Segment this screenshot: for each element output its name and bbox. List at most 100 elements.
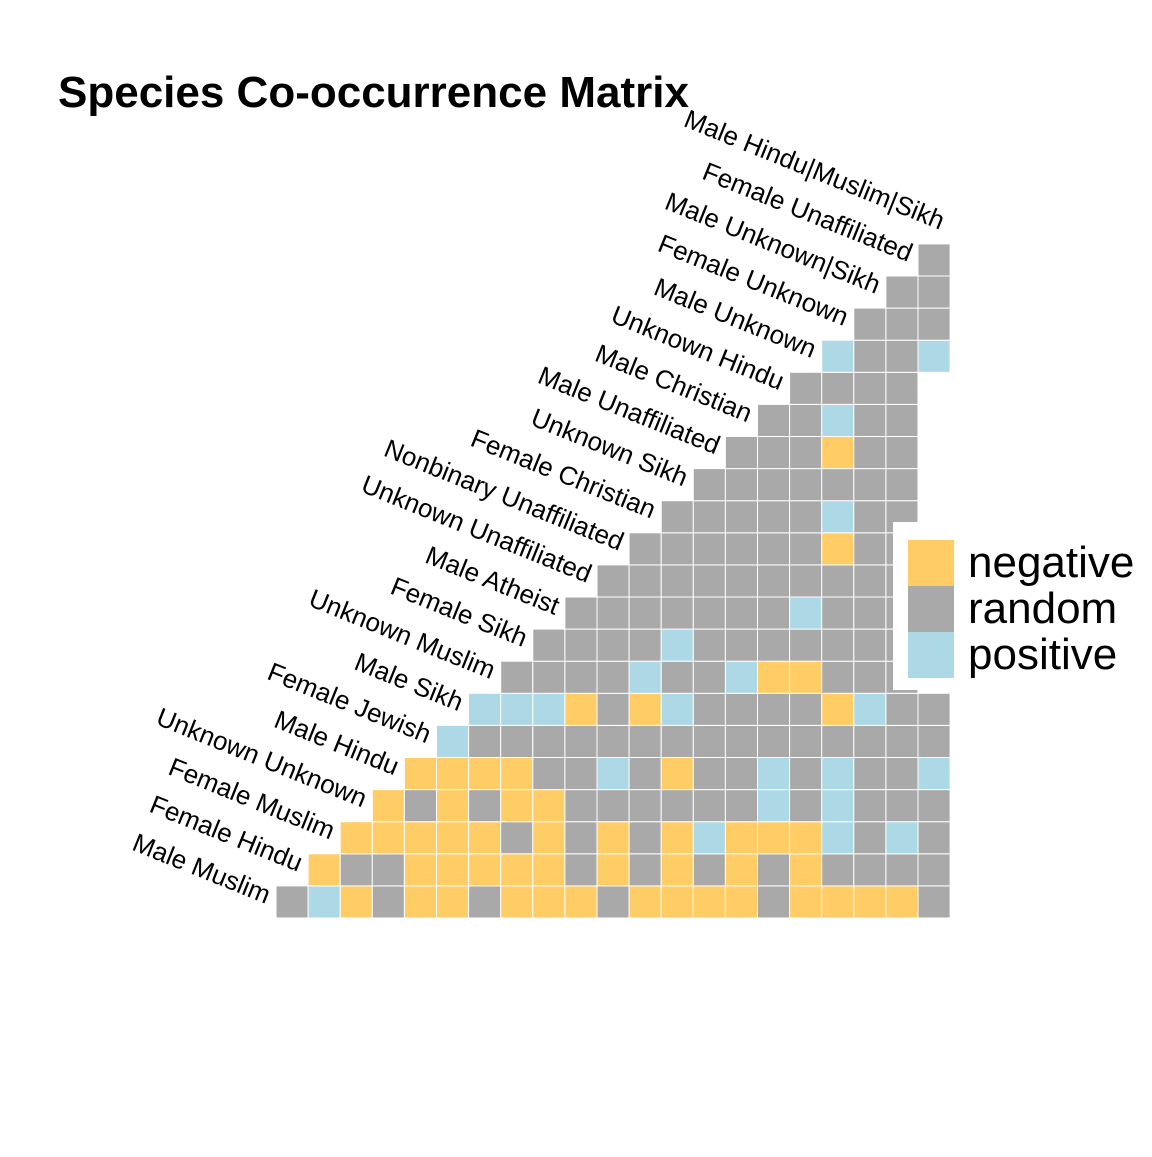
heatmap-cell bbox=[789, 596, 823, 630]
heatmap-cell bbox=[596, 724, 630, 759]
heatmap-cell bbox=[564, 789, 598, 823]
heatmap-cell bbox=[789, 789, 823, 823]
heatmap-cell bbox=[757, 789, 791, 823]
heatmap-cell bbox=[821, 724, 855, 759]
heatmap-cell bbox=[628, 789, 662, 823]
heatmap-cell bbox=[885, 371, 919, 405]
heatmap-cell bbox=[307, 853, 341, 887]
heatmap-cell bbox=[789, 885, 823, 919]
heatmap-cell bbox=[724, 757, 759, 791]
heatmap-cell bbox=[853, 564, 887, 598]
heatmap-cell bbox=[853, 339, 887, 373]
heatmap-cell bbox=[853, 885, 887, 919]
heatmap-cell bbox=[724, 853, 759, 887]
heatmap-cell bbox=[757, 757, 791, 791]
heatmap-cell bbox=[917, 243, 951, 277]
heatmap-cell bbox=[660, 692, 694, 726]
heatmap-cell bbox=[757, 853, 791, 887]
heatmap-cell bbox=[403, 821, 437, 855]
heatmap-cell bbox=[724, 468, 759, 502]
heatmap-cell bbox=[885, 275, 919, 309]
heatmap-cell bbox=[500, 724, 534, 759]
heatmap-cell bbox=[692, 853, 726, 887]
heatmap-cell bbox=[628, 724, 662, 759]
heatmap-cell bbox=[532, 789, 566, 823]
heatmap-cell bbox=[853, 692, 887, 726]
heatmap-cell bbox=[403, 885, 437, 919]
heatmap-cell bbox=[724, 532, 759, 566]
heatmap-cell bbox=[853, 307, 887, 341]
legend-label-positive: positive bbox=[968, 630, 1117, 679]
heatmap-cell bbox=[885, 339, 919, 373]
heatmap-cell bbox=[853, 500, 887, 534]
heatmap-cell bbox=[596, 853, 630, 887]
heatmap-cell bbox=[724, 436, 759, 470]
heatmap-cell bbox=[660, 757, 694, 791]
heatmap-cell bbox=[853, 403, 887, 437]
heatmap-cell bbox=[757, 692, 791, 726]
heatmap-cell bbox=[821, 660, 855, 694]
heatmap-cell bbox=[500, 789, 534, 823]
heatmap-cell bbox=[853, 371, 887, 405]
heatmap-cell bbox=[757, 500, 791, 534]
heatmap-cell bbox=[660, 853, 694, 887]
heatmap-cell bbox=[468, 692, 502, 726]
heatmap-cell bbox=[468, 789, 502, 823]
heatmap-cell bbox=[692, 564, 726, 598]
heatmap-cell bbox=[596, 821, 630, 855]
heatmap-cell bbox=[692, 789, 726, 823]
heatmap-cell bbox=[789, 468, 823, 502]
heatmap-cell bbox=[628, 821, 662, 855]
heatmap-cell bbox=[660, 500, 694, 534]
heatmap-cell bbox=[692, 532, 726, 566]
heatmap-cell bbox=[500, 660, 534, 694]
heatmap-cell bbox=[757, 468, 791, 502]
heatmap-cell bbox=[692, 468, 726, 502]
heatmap-cell bbox=[339, 885, 373, 919]
heatmap-cell bbox=[564, 724, 598, 759]
heatmap-cell bbox=[532, 757, 566, 791]
heatmap-cell bbox=[853, 596, 887, 630]
heatmap-cell bbox=[821, 885, 855, 919]
heatmap-cell bbox=[628, 628, 662, 662]
heatmap-cell bbox=[500, 692, 534, 726]
heatmap-cell bbox=[628, 660, 662, 694]
heatmap-cell bbox=[436, 853, 470, 887]
heatmap-cell bbox=[564, 757, 598, 791]
heatmap-cell bbox=[885, 757, 919, 791]
heatmap-cell bbox=[275, 885, 309, 919]
heatmap-cell bbox=[468, 885, 502, 919]
heatmap-cell bbox=[724, 885, 759, 919]
heatmap-cell bbox=[757, 660, 791, 694]
heatmap-cell bbox=[564, 853, 598, 887]
heatmap-cell bbox=[789, 500, 823, 534]
heatmap-cells bbox=[275, 243, 951, 919]
heatmap-cell bbox=[821, 371, 855, 405]
legend-swatch-random bbox=[908, 586, 954, 632]
heatmap-cell bbox=[917, 724, 951, 759]
heatmap-cell bbox=[564, 885, 598, 919]
legend-swatch-positive bbox=[908, 632, 954, 678]
heatmap-cell bbox=[757, 596, 791, 630]
heatmap-cell bbox=[339, 821, 373, 855]
heatmap-cell bbox=[692, 500, 726, 534]
heatmap-cell bbox=[724, 692, 759, 726]
heatmap-cell bbox=[917, 885, 951, 919]
heatmap-cell bbox=[660, 724, 694, 759]
heatmap-cell bbox=[757, 436, 791, 470]
heatmap-cell bbox=[628, 692, 662, 726]
heatmap-cell bbox=[724, 500, 759, 534]
legend-label-negative: negative bbox=[968, 538, 1134, 587]
heatmap-cell bbox=[500, 885, 534, 919]
heatmap-cell bbox=[821, 853, 855, 887]
heatmap-cell bbox=[692, 821, 726, 855]
heatmap-cell bbox=[821, 339, 855, 373]
heatmap-cell bbox=[789, 371, 823, 405]
legend-label-random: random bbox=[968, 584, 1117, 633]
heatmap-cell bbox=[436, 724, 470, 759]
heatmap-cell bbox=[789, 628, 823, 662]
heatmap-cell bbox=[885, 821, 919, 855]
heatmap-cell bbox=[692, 885, 726, 919]
legend-swatch-negative bbox=[908, 540, 954, 586]
